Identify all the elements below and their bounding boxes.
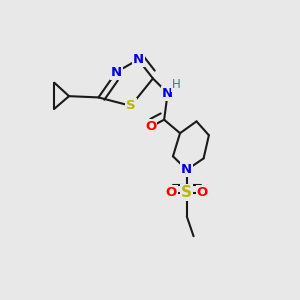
Text: S: S <box>126 99 136 112</box>
Text: N: N <box>111 66 122 79</box>
Text: O: O <box>197 186 208 200</box>
Text: N: N <box>162 87 173 100</box>
Text: O: O <box>166 186 177 200</box>
Text: N: N <box>181 163 192 176</box>
Text: N: N <box>133 53 144 66</box>
Text: H: H <box>172 78 181 91</box>
Text: S: S <box>181 185 192 200</box>
Text: O: O <box>145 120 156 134</box>
